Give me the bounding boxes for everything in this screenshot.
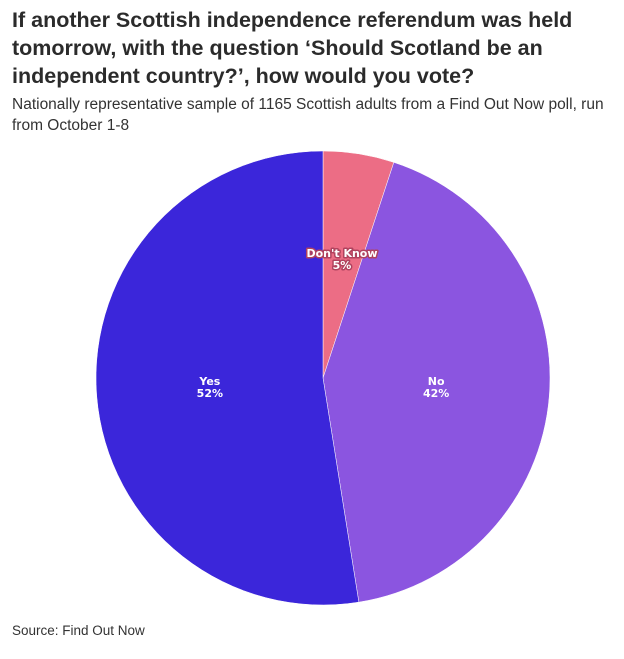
pie-slices	[95, 150, 551, 606]
source-note: Source: Find Out Now	[12, 623, 145, 638]
slice-value-yes: 52%	[197, 387, 223, 400]
pie-slice-no	[322, 162, 551, 603]
slice-label-yes: Yes	[198, 375, 220, 388]
slice-label-don-t-know: Don't Know	[306, 247, 377, 260]
chart-title: If another Scottish independence referen…	[12, 8, 573, 88]
chart-subtitle: Nationally representative sample of 1165…	[12, 96, 604, 134]
slice-value-don-t-know: 5%	[333, 259, 352, 272]
slice-value-no: 42%	[423, 387, 449, 400]
pie-slice-yes	[95, 150, 360, 606]
slice-label-no: No	[428, 375, 445, 388]
